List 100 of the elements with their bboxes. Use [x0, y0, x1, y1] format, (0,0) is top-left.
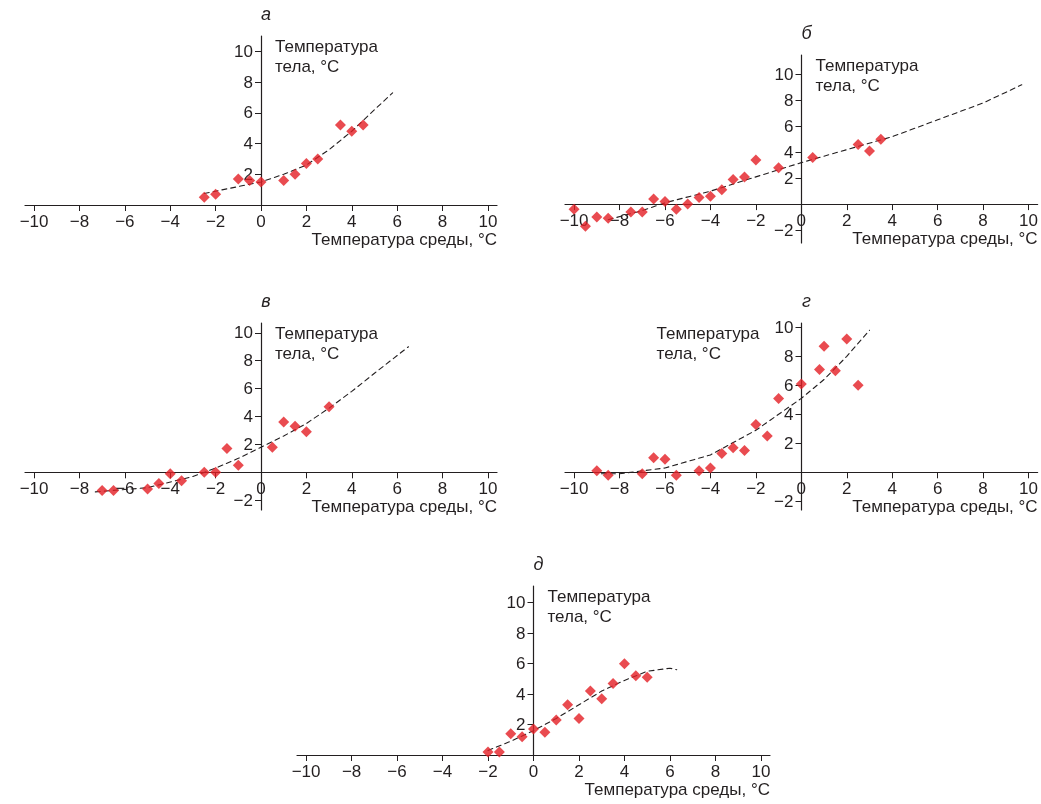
x-tick-label: −10 [19, 212, 49, 231]
chart-title: в [261, 291, 271, 311]
x-tick-label: −6 [655, 479, 675, 499]
x-tick-label: 4 [347, 212, 357, 231]
point [573, 712, 585, 724]
point [562, 699, 574, 711]
y-tick-label: 4 [243, 134, 253, 154]
point [198, 466, 210, 478]
x-tick-label: −10 [19, 479, 49, 499]
x-tick-label: −2 [746, 479, 766, 499]
point [716, 447, 728, 459]
x-tick-label: 2 [842, 479, 852, 499]
point [659, 453, 671, 465]
point [829, 365, 841, 377]
point [357, 119, 369, 131]
y-axis-title: Температура тела, °C [275, 323, 379, 363]
point [278, 174, 290, 186]
x-tick-label: −4 [160, 212, 180, 231]
x-tick-label: −8 [341, 762, 362, 781]
point [300, 426, 312, 438]
x-tick-label: 8 [437, 212, 448, 231]
point [818, 340, 830, 352]
x-tick-label: −4 [700, 211, 721, 231]
y-tick-label: 8 [784, 346, 794, 366]
x-tick-label: 8 [978, 479, 988, 499]
point [591, 465, 603, 477]
point [278, 416, 290, 428]
y-tick-label: 10 [774, 317, 794, 337]
x-tick-label: 10 [478, 212, 498, 231]
point [164, 468, 176, 480]
x-tick-label: 4 [347, 479, 357, 499]
y-tick-label: 6 [516, 654, 526, 674]
point [528, 723, 539, 735]
x-tick-label: −10 [291, 762, 321, 781]
x-tick-label: 10 [1019, 479, 1039, 499]
point [232, 459, 244, 471]
x-tick-label: 4 [619, 762, 630, 781]
point [841, 333, 853, 345]
point [493, 746, 505, 758]
point [727, 173, 739, 185]
x-tick-label: −6 [655, 211, 675, 231]
y-tick-label: 2 [784, 433, 794, 453]
point [761, 430, 773, 442]
point [210, 466, 222, 478]
x-axis-title: Температура среды, °C [311, 497, 497, 517]
x-axis-title: Температура среды, °C [311, 230, 497, 249]
y-tick-label: 4 [516, 684, 526, 704]
point [704, 190, 716, 202]
x-tick-label: −4 [432, 762, 453, 781]
point [482, 746, 494, 758]
x-tick-label: 10 [751, 762, 771, 781]
y-tick-label: 8 [243, 72, 253, 92]
point [505, 728, 517, 740]
y-tick-label: 2 [784, 168, 794, 188]
point [852, 138, 864, 150]
chart-title: б [801, 23, 813, 43]
point [682, 198, 694, 210]
point [618, 658, 630, 670]
x-tick-label: −2 [478, 762, 498, 781]
point [641, 671, 653, 683]
point [516, 731, 528, 743]
y-tick-label: 2 [516, 715, 526, 735]
point [289, 168, 301, 180]
y-tick-label: 6 [784, 375, 794, 395]
point [602, 469, 614, 481]
point [852, 379, 864, 391]
x-tick-label: 6 [932, 479, 943, 499]
x-tick-label: 10 [1019, 211, 1039, 231]
y-axis-title: Температура тела, °C [656, 323, 761, 363]
point [773, 392, 785, 404]
point [814, 363, 825, 375]
chart-title: а [260, 4, 272, 24]
point [96, 484, 108, 496]
x-tick-label: −6 [387, 762, 407, 781]
x-tick-label: 10 [478, 479, 498, 499]
x-tick-label: −6 [115, 212, 135, 231]
point [630, 670, 642, 682]
point [346, 125, 358, 137]
y-tick-label: 4 [784, 142, 794, 162]
point [648, 193, 660, 205]
point [807, 151, 819, 163]
x-tick-label: 2 [574, 762, 584, 781]
point [198, 191, 210, 203]
x-tick-label: 4 [887, 479, 897, 499]
y-tick-label: 10 [234, 41, 253, 61]
point [659, 196, 671, 208]
chart-title: г [802, 291, 812, 311]
point [773, 162, 785, 174]
point [693, 192, 705, 204]
point [739, 171, 751, 183]
x-tick-label: −2 [205, 479, 226, 499]
point [591, 211, 603, 223]
chart-title: д [533, 554, 544, 574]
point [289, 420, 301, 432]
x-tick-label: −8 [609, 479, 630, 499]
x-tick-label: 6 [392, 212, 402, 231]
x-tick-label: −4 [160, 479, 180, 499]
x-tick-label: −4 [700, 479, 721, 499]
point [636, 468, 648, 480]
x-tick-label: 0 [528, 762, 539, 781]
